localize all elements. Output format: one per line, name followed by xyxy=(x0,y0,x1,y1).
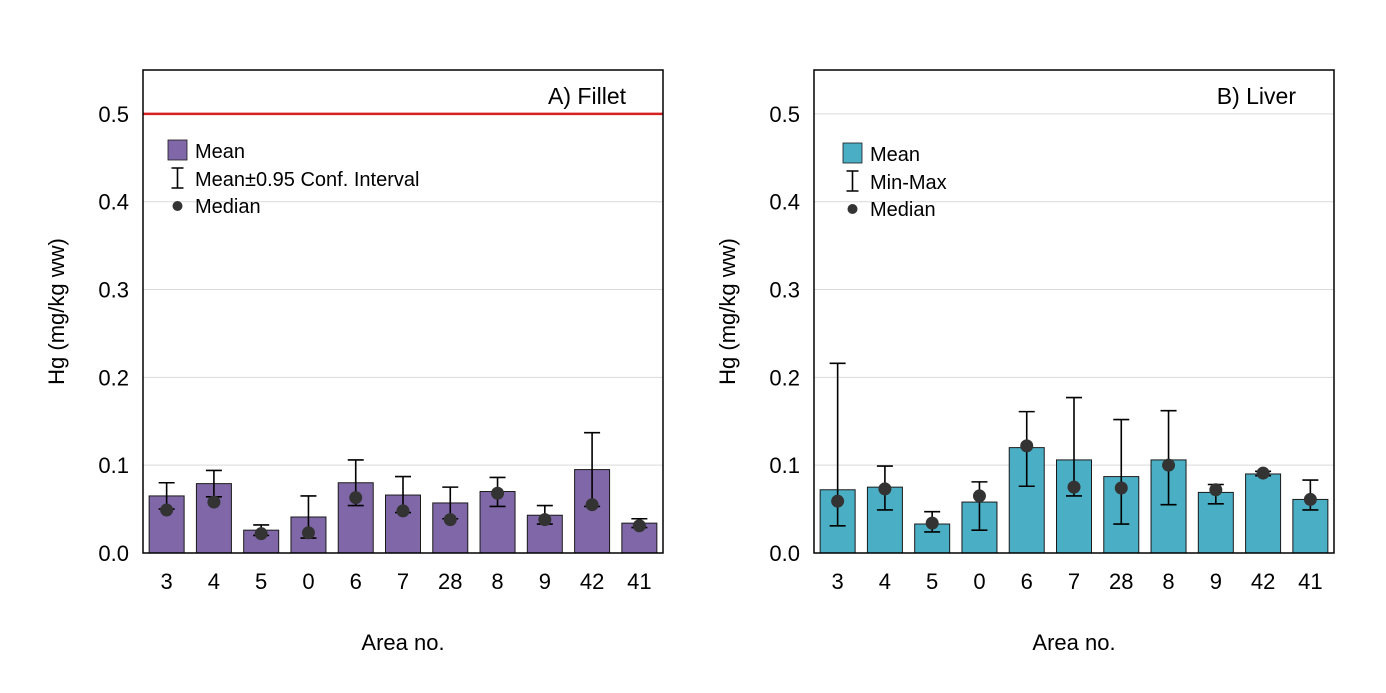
y-tick-label: 0.0 xyxy=(769,541,800,566)
legend: Mean Mean±0.95 Conf. Interval Median xyxy=(167,139,419,218)
x-axis-label: Area no. xyxy=(361,630,444,655)
legend-entry-mean: Mean xyxy=(870,144,920,166)
plot-frame xyxy=(142,69,664,554)
bar xyxy=(1245,473,1282,554)
median-point xyxy=(254,527,268,541)
x-tick-label: 7 xyxy=(397,569,409,594)
x-tick-label: 42 xyxy=(1251,569,1275,594)
error-bar xyxy=(1160,409,1177,506)
y-tick-label: 0.5 xyxy=(98,102,129,127)
y-tick-label: 0.2 xyxy=(98,365,129,390)
median-point xyxy=(160,503,174,517)
median-point xyxy=(632,519,646,533)
legend: Mean Min-Max Median xyxy=(842,142,947,221)
median-point xyxy=(349,491,363,505)
x-tick-label: 9 xyxy=(539,569,551,594)
median-point xyxy=(538,513,552,527)
median-point xyxy=(1162,458,1176,472)
y-tick-label: 0.3 xyxy=(769,278,800,303)
legend-swatch-median xyxy=(172,201,183,211)
median-point xyxy=(878,482,892,496)
y-tick-label: 0.5 xyxy=(769,102,800,127)
legend-entry-interval: Mean±0.95 Conf. Interval xyxy=(195,169,419,191)
plot-frame xyxy=(813,69,1335,554)
median-point xyxy=(1303,492,1317,506)
x-tick-label: 3 xyxy=(161,569,173,594)
y-tick-label: 0.4 xyxy=(98,190,129,215)
median-point xyxy=(925,516,939,530)
legend-swatch-median xyxy=(847,204,858,214)
x-tick-label: 4 xyxy=(208,569,220,594)
x-tick-label: 8 xyxy=(491,569,503,594)
chart-panel-liver: 0.0 0.1 0.2 0.3 0.4 0.5 3 4 5 0 6 7 28 8 9 42 41 B) Liver… xyxy=(715,69,1335,655)
x-tick-label: 5 xyxy=(255,569,267,594)
x-tick-label: 9 xyxy=(1210,569,1222,594)
x-tick-label: 7 xyxy=(1068,569,1080,594)
x-tick-label: 6 xyxy=(1021,569,1033,594)
x-tick-label: 6 xyxy=(350,569,362,594)
median-point xyxy=(443,513,457,527)
x-tick-label: 8 xyxy=(1162,569,1174,594)
legend-swatch-mean xyxy=(167,139,188,161)
error-bar xyxy=(1113,418,1130,525)
legend-entry-median: Median xyxy=(870,199,936,221)
median-point xyxy=(1067,480,1081,494)
legend-swatch-errorbar xyxy=(171,167,184,189)
median-point xyxy=(831,494,845,508)
y-tick-label: 0.2 xyxy=(769,365,800,390)
x-tick-label: 3 xyxy=(832,569,844,594)
panel-title: B) Liver xyxy=(1217,83,1297,109)
median-point xyxy=(396,504,410,518)
chart-panel-fillet: 0.0 0.1 0.2 0.3 0.4 0.5 3 4 5 0 6 7 28 8 9 42 41 A) Fille… xyxy=(44,69,664,655)
x-tick-label: 28 xyxy=(1109,569,1133,594)
y-axis-label: Hg (mg/kg ww) xyxy=(44,238,69,385)
median-point xyxy=(1256,466,1270,480)
y-tick-label: 0.4 xyxy=(769,190,800,215)
x-tick-label: 41 xyxy=(627,569,651,594)
median-point xyxy=(1209,483,1223,497)
median-point xyxy=(1114,481,1128,495)
x-tick-label: 5 xyxy=(926,569,938,594)
y-tick-label: 0.1 xyxy=(769,453,800,478)
legend-entry-mean: Mean xyxy=(195,141,245,163)
legend-swatch-errorbar xyxy=(846,170,859,192)
y-tick-label: 0.3 xyxy=(98,278,129,303)
legend-entry-median: Median xyxy=(195,196,261,218)
x-axis-label: Area no. xyxy=(1032,630,1115,655)
x-tick-label: 0 xyxy=(302,569,314,594)
median-point xyxy=(301,526,315,540)
median-point xyxy=(207,495,221,509)
median-point xyxy=(585,498,599,512)
median-point xyxy=(972,489,986,503)
median-point xyxy=(491,486,505,500)
y-tick-label: 0.1 xyxy=(98,453,129,478)
y-tick-label: 0.0 xyxy=(98,541,129,566)
panel-title: A) Fillet xyxy=(548,83,627,109)
x-tick-label: 41 xyxy=(1298,569,1322,594)
legend-entry-interval: Min-Max xyxy=(870,172,947,194)
y-axis-label: Hg (mg/kg ww) xyxy=(715,238,740,385)
median-point xyxy=(1020,439,1034,453)
x-tick-label: 42 xyxy=(580,569,604,594)
x-tick-label: 28 xyxy=(438,569,462,594)
x-tick-label: 4 xyxy=(879,569,891,594)
error-bar xyxy=(1066,396,1082,497)
legend-swatch-mean xyxy=(842,142,863,164)
x-tick-label: 0 xyxy=(973,569,985,594)
